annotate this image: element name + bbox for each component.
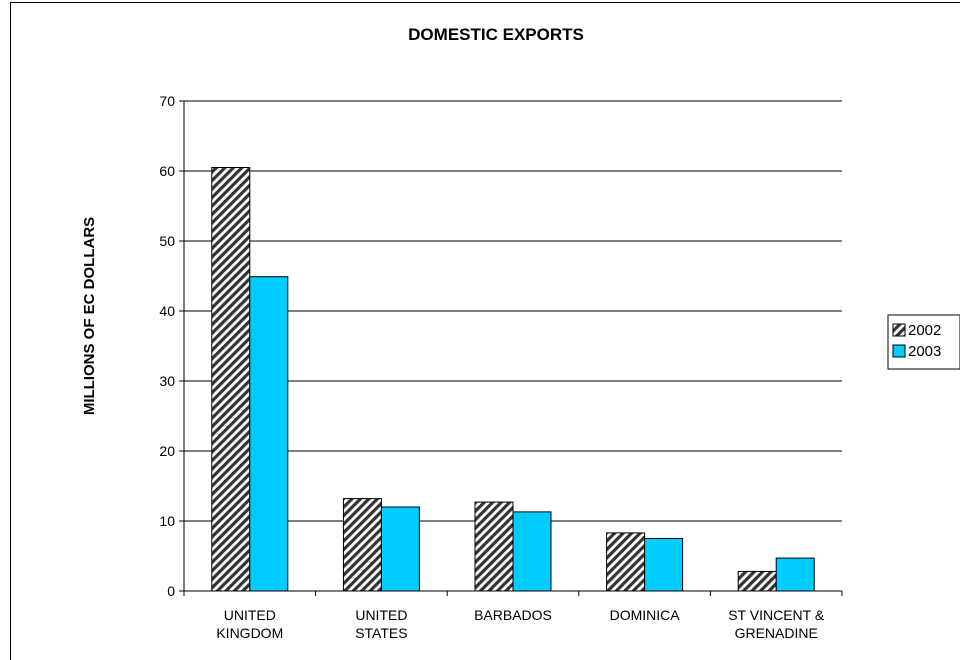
y-tick-label: 60 [159,163,175,179]
category-label: UNITED [355,607,407,623]
bar-2002-2 [474,501,514,592]
bar-2003-1 [380,506,420,592]
legend: 2002 2003 [887,314,960,370]
bar-2003-3 [644,538,684,592]
category-label: ST VINCENT & [728,607,825,623]
category-label: UNITED [224,607,276,623]
legend-label: 2003 [908,343,941,360]
y-tick-label: 20 [159,443,175,459]
bar-2002-0 [211,167,251,592]
bar-2002-1 [342,498,382,592]
legend-swatch [892,344,906,358]
chart-frame [10,2,960,660]
y-tick-label: 10 [159,513,175,529]
category-label: DOMINICA [610,607,681,623]
bars [211,167,815,592]
bar-2003-2 [512,511,552,592]
bar-2002-3 [606,532,646,592]
chart-title: DOMESTIC EXPORTS [408,25,584,44]
category-label: BARBADOS [474,607,552,623]
legend-swatch [892,323,906,337]
y-tick-label: 0 [167,583,175,599]
y-tick-label: 40 [159,303,175,319]
legend-label: 2002 [908,322,941,339]
category-label: KINGDOM [216,625,283,641]
category-labels: UNITED KINGDOM UNITED STATES BARBADOS DOMINIC… [216,607,824,641]
axes [179,100,843,596]
y-tick-labels: 0 10 20 30 40 50 60 70 [159,93,175,599]
y-axis-label: MILLIONS OF EC DOLLARS [81,217,98,415]
category-label: GRENADINE [735,625,818,641]
bar-2002-4 [737,570,777,592]
y-tick-label: 50 [159,233,175,249]
bar-2003-0 [249,276,289,592]
y-tick-label: 70 [159,93,175,109]
category-label: STATES [355,625,407,641]
y-tick-label: 30 [159,373,175,389]
bar-2003-4 [775,557,815,592]
